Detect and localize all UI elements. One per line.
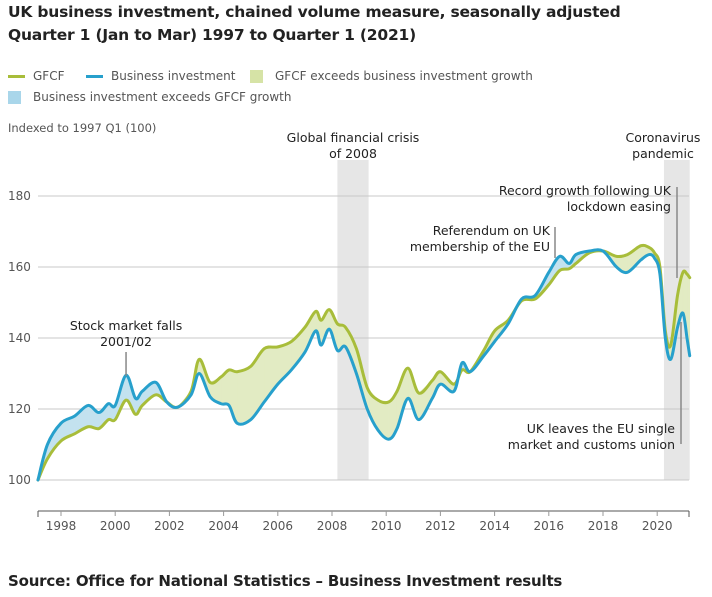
annotation-stock-market: Stock market falls [70,318,182,333]
difference-area [236,365,251,424]
y-tick-label: 100 [8,473,31,487]
annotation-record-growth: lockdown easing [567,199,671,214]
x-tick-label: 2008 [317,519,348,533]
series-line-gfcf [36,243,692,482]
shaded-period [337,160,369,480]
x-tick-label: 2000 [100,519,131,533]
annotation-record-growth: Record growth following UK [499,183,672,198]
y-tick-label: 120 [8,402,31,416]
annotation-uk-leaves-eu: market and customs union [508,437,675,452]
annotation-gfc: Global financial crisis [287,130,420,145]
legend-swatch-business-investment [86,74,103,78]
annotation-coronavirus: pandemic [632,146,694,161]
y-tick-label: 160 [8,260,31,274]
x-tick-label: 2002 [154,519,185,533]
annotation-coronavirus: Coronavirus [626,130,701,145]
annotation-gfc: of 2008 [329,146,377,161]
legend-item-gfcf: GFCF [8,69,64,83]
y-axis-label: Indexed to 1997 Q1 (100) [8,121,156,135]
x-tick-label: 2020 [642,519,673,533]
x-tick-label: 2010 [371,519,402,533]
legend-label: GFCF exceeds business investment growth [275,69,533,83]
source-note: Source: Office for National Statistics –… [8,572,563,590]
chart-subtitle: Quarter 1 (Jan to Mar) 1997 to Quarter 1… [8,26,417,44]
legend-label: GFCF [33,69,65,83]
annotation-referendum: Referendum on UK [433,223,551,238]
legend-label: Business investment exceeds GFCF growth [33,90,292,104]
x-tick-label: 2012 [425,519,456,533]
x-tick-label: 1998 [46,519,77,533]
y-tick-label: 140 [8,331,31,345]
y-tick-label: 180 [8,189,31,203]
annotation-uk-leaves-eu: UK leaves the EU single [527,421,676,436]
legend-item-business-investment: Business investment [86,69,236,83]
series-line-business-investment [36,248,692,482]
legend-item-gfcf-exceeds: GFCF exceeds business investment growth [250,69,533,83]
legend-label: Business investment [111,69,236,83]
legend-item-bi-exceeds: Business investment exceeds GFCF growth [8,90,291,104]
x-tick-label: 2004 [208,519,239,533]
legend-swatch-gfcf-exceeds [250,69,263,83]
chart-title: UK business investment, chained volume m… [8,3,621,21]
x-tick-label: 2018 [588,519,619,533]
x-tick-label: 2006 [263,519,294,533]
x-tick-label: 2016 [534,519,565,533]
legend-swatch-gfcf [8,74,25,78]
annotation-stock-market: 2001/02 [100,334,152,349]
x-tick-label: 2014 [479,519,510,533]
annotation-referendum: membership of the EU [410,239,550,254]
legend-swatch-bi-exceeds [8,90,21,104]
